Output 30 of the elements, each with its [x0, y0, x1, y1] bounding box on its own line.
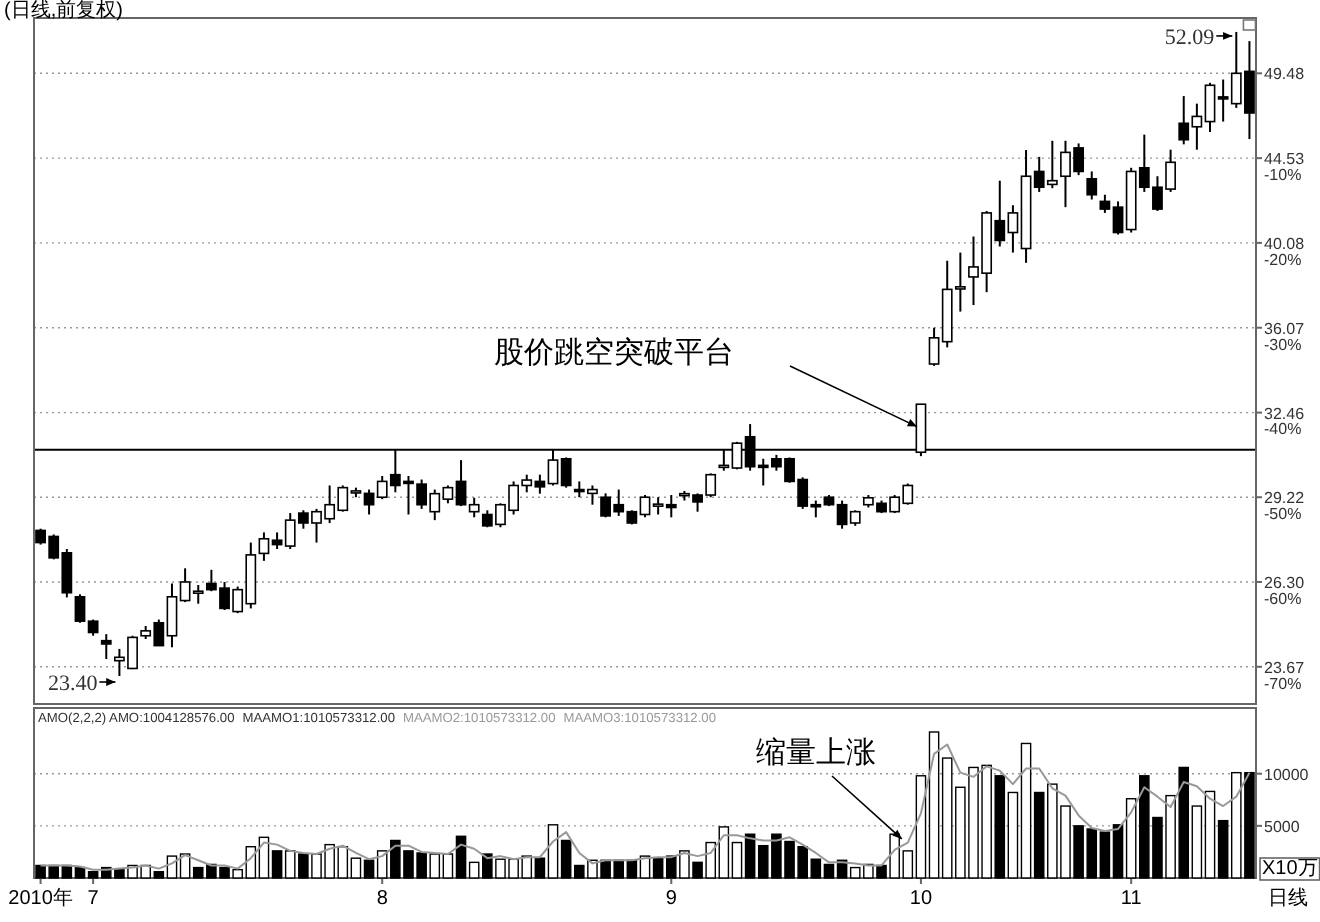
annotation: 23.40 — [47, 672, 99, 696]
y-tick-label: 5000 — [1264, 817, 1301, 836]
text: 日线 — [1268, 886, 1308, 910]
y-axis-title: X10万 — [1262, 858, 1318, 880]
y-tick-label: 26.30 — [1264, 573, 1306, 592]
chart-title: (日线,前复权) — [4, 0, 123, 22]
x-tick-label: 8 — [376, 888, 389, 910]
x-tick-label: 2010年 — [8, 886, 73, 910]
y2-tick-label: -10% — [1264, 165, 1302, 184]
annotation: 缩量上涨 — [756, 736, 876, 770]
y2-tick-label: -40% — [1264, 420, 1302, 439]
y2-tick-label: -60% — [1264, 589, 1302, 608]
y-tick-label: 10000 — [1264, 765, 1310, 784]
x-tick-label: 9 — [665, 888, 678, 910]
annotation: 52.09 — [1164, 25, 1216, 50]
y2-tick-label: -70% — [1264, 674, 1302, 693]
x-tick-label: 11 — [1120, 888, 1143, 910]
y-tick-label: 36.07 — [1264, 319, 1306, 338]
y2-tick-label: -30% — [1264, 335, 1302, 354]
y-tick-label: 44.53 — [1264, 150, 1306, 169]
x-tick-label: 10 — [909, 888, 933, 910]
y-tick-label: 32.46 — [1264, 404, 1306, 423]
annotation: 股价跳空突破平台 — [494, 336, 734, 370]
y-tick-label: 29.22 — [1264, 489, 1306, 508]
y-tick-label: 49.48 — [1264, 65, 1306, 84]
y2-tick-label: -20% — [1264, 250, 1302, 269]
y-tick-label: 40.08 — [1264, 234, 1306, 253]
y-tick-label: 23.67 — [1264, 658, 1306, 677]
x-tick-label: 7 — [87, 888, 100, 910]
y2-tick-label: -50% — [1264, 505, 1302, 524]
